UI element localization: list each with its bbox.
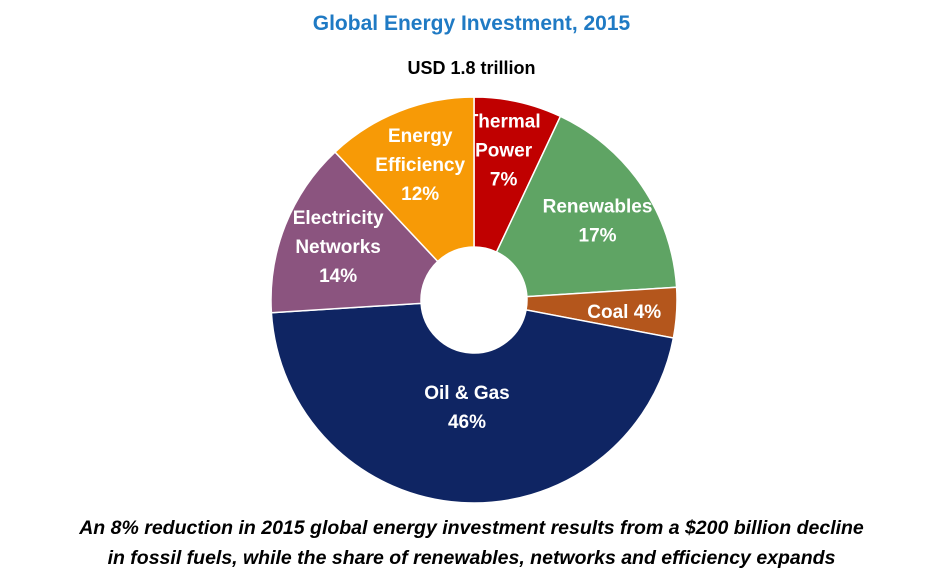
chart-subtitle: USD 1.8 trillion [407, 58, 536, 78]
slice-renewables [495, 115, 678, 298]
slice-label-oil-gas: Oil & Gas 46% [424, 383, 510, 433]
slice-oil-gas [270, 302, 675, 504]
slice-electricity-networks [270, 150, 439, 314]
slice-label-energy-efficiency: Energy Efficiency 12% [375, 126, 465, 205]
slice-label-thermal-power: Thermal Power 7% [467, 111, 541, 190]
slice-label-electricity-networks: Electricity Networks 14% [293, 208, 384, 287]
caption-line-2: in fossil fuels, while the share of rene… [107, 547, 836, 569]
caption-line-1: An 8% reduction in 2015 global energy in… [79, 517, 864, 539]
slice-label-coal: Coal 4% [587, 302, 661, 323]
slice-energy-efficiency [333, 96, 475, 263]
chart-caption: An 8% reduction in 2015 global energy in… [0, 513, 943, 573]
slice-label-renewables: Renewables 17% [543, 197, 653, 247]
chart-title: Global Energy Investment, 2015 [312, 12, 631, 35]
